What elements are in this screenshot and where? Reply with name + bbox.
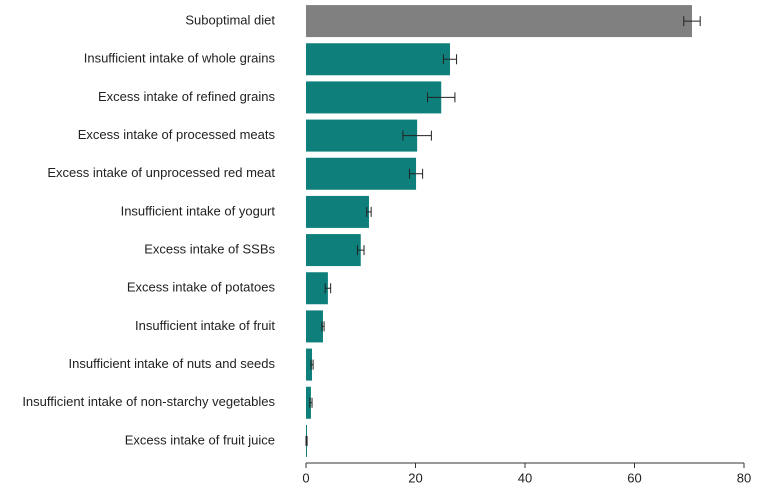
y-tick-label: Excess intake of fruit juice bbox=[125, 432, 275, 447]
bar bbox=[306, 234, 361, 267]
y-tick-label: Excess intake of processed meats bbox=[78, 127, 276, 142]
error-bar bbox=[324, 283, 332, 294]
error-bar bbox=[402, 130, 432, 141]
bar bbox=[306, 195, 369, 228]
x-tick-label: 40 bbox=[518, 470, 532, 485]
bar bbox=[306, 348, 313, 381]
error-bar bbox=[408, 168, 424, 179]
y-tick-label: Insufficient intake of non-starchy veget… bbox=[22, 394, 275, 409]
x-tick-label: 80 bbox=[737, 470, 751, 485]
bar bbox=[306, 272, 328, 305]
y-tick-label: Excess intake of SSBs bbox=[144, 242, 275, 257]
error-bar bbox=[366, 206, 372, 217]
error-bar bbox=[427, 92, 456, 103]
y-tick-label: Insufficient intake of fruit bbox=[135, 318, 275, 333]
y-tick-label: Excess intake of refined grains bbox=[98, 89, 276, 104]
bar bbox=[306, 81, 442, 114]
x-tick-label: 60 bbox=[627, 470, 641, 485]
error-bar bbox=[310, 359, 314, 370]
y-tick-label: Excess intake of potatoes bbox=[127, 280, 276, 295]
y-tick-label: Excess intake of unprocessed red meat bbox=[47, 165, 275, 180]
error-bar bbox=[309, 397, 313, 408]
x-tick-label: 20 bbox=[408, 470, 422, 485]
error-bar bbox=[356, 245, 365, 256]
bar bbox=[306, 119, 418, 152]
bar bbox=[306, 43, 450, 76]
error-bar bbox=[305, 435, 308, 446]
bar bbox=[306, 310, 323, 343]
error-bar bbox=[683, 16, 701, 27]
y-tick-label: Suboptimal diet bbox=[185, 13, 275, 28]
y-tick-label: Insufficient intake of whole grains bbox=[84, 51, 276, 66]
y-tick-label: Insufficient intake of yogurt bbox=[121, 203, 276, 218]
y-tick-label: Insufficient intake of nuts and seeds bbox=[69, 356, 276, 371]
bar bbox=[306, 157, 417, 190]
error-bar bbox=[442, 54, 458, 65]
bar bbox=[306, 386, 311, 419]
error-bar bbox=[321, 321, 325, 332]
x-tick-label: 0 bbox=[302, 470, 309, 485]
bar bbox=[306, 5, 692, 38]
